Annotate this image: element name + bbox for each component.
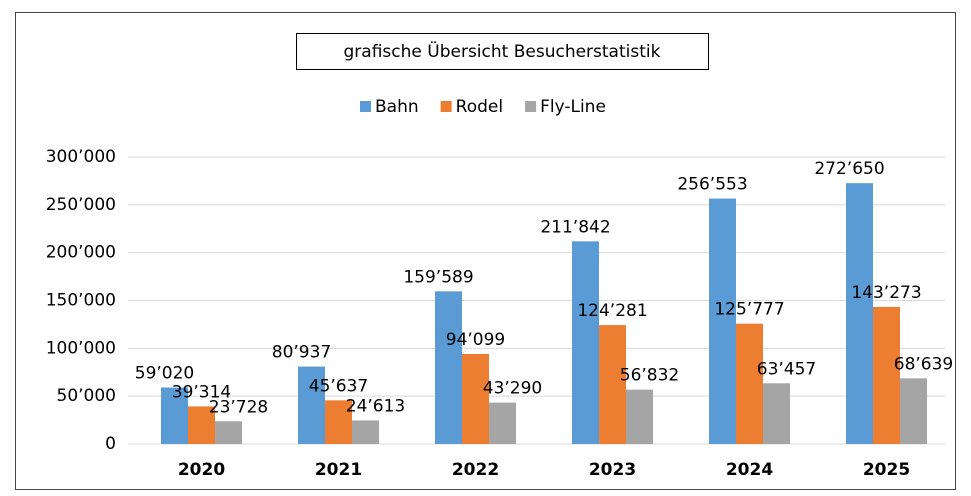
data-label: 56’832: [620, 366, 679, 386]
data-label: 124’281: [577, 301, 647, 321]
x-tick-label: 2024: [726, 460, 773, 480]
bar: [626, 389, 653, 444]
legend-swatch: [525, 101, 537, 112]
y-tick-label: 150’000: [46, 291, 116, 311]
x-tick-label: 2021: [315, 460, 362, 480]
bar: [900, 378, 927, 444]
legend-swatch: [360, 101, 371, 112]
bar: [215, 421, 242, 444]
y-tick-label: 200’000: [46, 243, 116, 263]
y-tick-label: 50’000: [57, 386, 116, 406]
chart-title: grafische Übersicht Besucherstatistik: [344, 40, 661, 62]
x-tick-label: 2025: [863, 460, 910, 480]
data-label: 39’314: [172, 382, 231, 402]
bar: [352, 420, 379, 444]
legend-label: Bahn: [375, 97, 419, 117]
data-label: 23’728: [209, 397, 268, 417]
data-label: 63’457: [757, 359, 816, 379]
data-label: 94’099: [446, 330, 505, 350]
data-label: 211’842: [540, 217, 610, 237]
data-label: 43’290: [483, 379, 542, 399]
data-label: 45’637: [309, 376, 368, 396]
x-tick-label: 2020: [178, 460, 225, 480]
x-tick-label: 2022: [452, 460, 499, 480]
data-label: 256’553: [677, 175, 747, 195]
data-label: 68’639: [894, 354, 953, 374]
y-tick-label: 300’000: [46, 147, 116, 167]
bar: [873, 306, 900, 444]
bar: [462, 353, 489, 444]
data-label: 143’273: [851, 283, 921, 303]
bar: [846, 183, 873, 444]
data-label: 80’937: [272, 343, 331, 363]
x-tick-label: 2023: [589, 460, 636, 480]
bar: [188, 406, 215, 444]
title-box: [296, 33, 709, 70]
data-label: 24’613: [346, 396, 405, 416]
bar: [489, 402, 516, 444]
legend-swatch: [440, 101, 452, 112]
legend-label: Fly-Line: [540, 97, 606, 117]
bar: [736, 323, 763, 444]
y-tick-label: 0: [105, 434, 116, 454]
bar: [599, 325, 626, 444]
bar: [161, 387, 188, 444]
bar: [763, 383, 790, 444]
data-label: 272’650: [814, 159, 884, 179]
legend-label: Rodel: [456, 97, 503, 117]
data-label: 59’020: [135, 364, 194, 384]
y-tick-label: 100’000: [46, 338, 116, 358]
data-label: 125’777: [714, 300, 784, 320]
data-label: 159’589: [403, 267, 473, 287]
y-tick-label: 250’000: [46, 195, 116, 215]
bar: [325, 400, 352, 444]
bar: [435, 291, 462, 444]
bar: [709, 198, 736, 444]
bar: [572, 241, 599, 444]
bar: [298, 366, 325, 444]
